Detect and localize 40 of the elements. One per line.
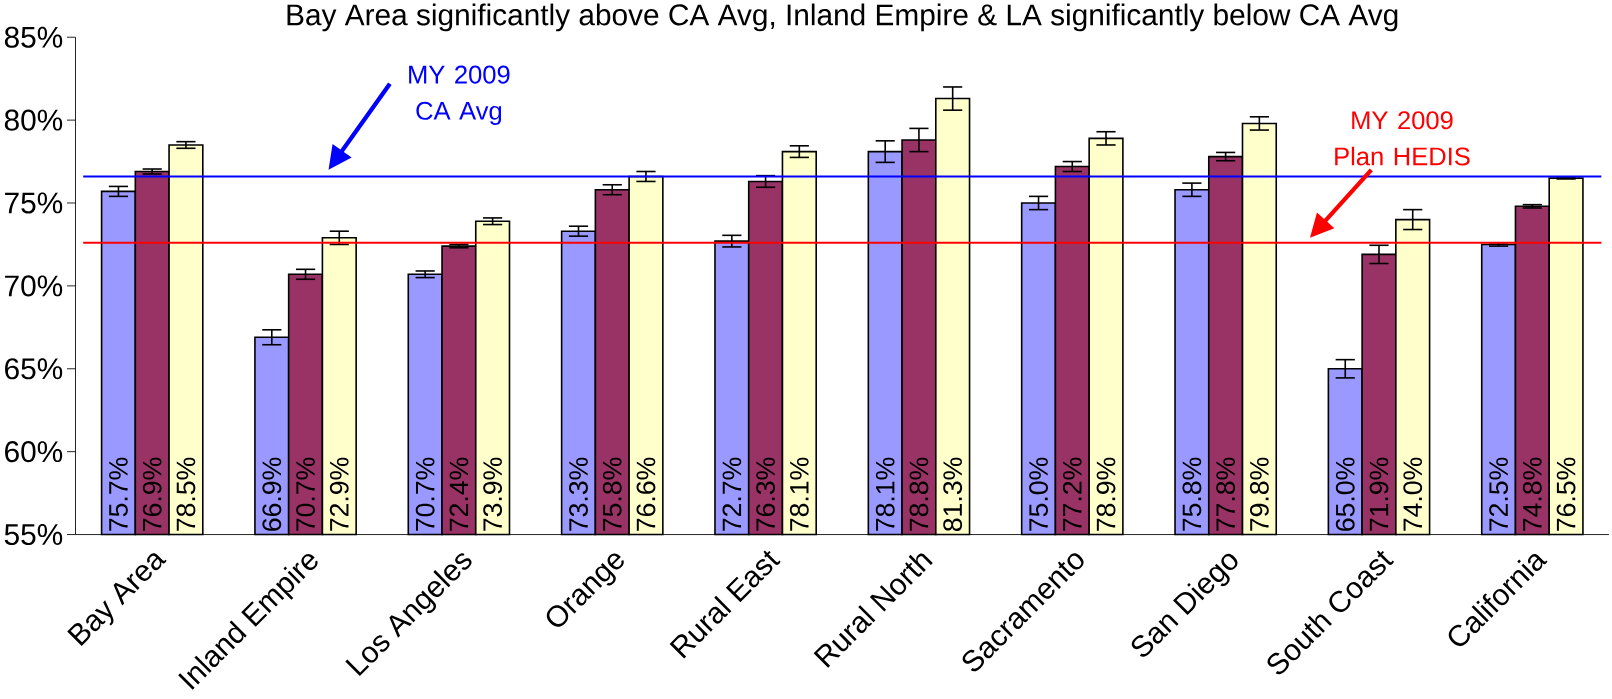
data-label: 73.3% [569, 457, 588, 531]
data-label: 75.7% [109, 457, 128, 531]
y-tick-label: 80% [4, 109, 63, 131]
data-label: 76.6% [636, 457, 656, 531]
data-label: 78.8% [909, 457, 929, 531]
y-tick-label: 60% [5, 441, 63, 463]
data-label: 79.8% [1249, 457, 1269, 531]
data-label: 66.9% [262, 457, 282, 531]
data-label: 65.0% [1335, 457, 1355, 531]
data-label: 76.9% [142, 457, 162, 531]
data-label: 78.5% [176, 457, 196, 531]
data-label: 74.0% [1403, 457, 1423, 531]
ref-line-label: MY 2009 CA Avg [409, 65, 510, 125]
data-label: 70.7% [415, 457, 435, 531]
data-label: 75.8% [1182, 457, 1202, 531]
data-label: 74.8% [1522, 457, 1542, 531]
ref-line-label: MY 2009 Plan HEDIS [1335, 111, 1470, 166]
data-label: 78.1% [875, 457, 895, 531]
data-label: 75.8% [602, 457, 622, 531]
data-label: 77.2% [1062, 457, 1082, 531]
y-tick-label: 65% [5, 358, 63, 380]
data-label: 72.5% [1489, 457, 1509, 531]
chart-title: Bay Area significantly above CA Avg, Inland Empire & LA significantly below CA Avg [287, 3, 1398, 32]
data-label: 72.4% [449, 457, 469, 531]
data-label: 73.9% [483, 457, 503, 531]
data-label: 72.7% [722, 457, 742, 531]
y-tick-label: 75% [5, 192, 63, 214]
data-label: 71.9% [1369, 457, 1389, 531]
data-label: 77.8% [1216, 457, 1236, 531]
data-label: 76.3% [756, 457, 776, 531]
data-label: 72.9% [329, 457, 349, 531]
y-tick-label: 70% [5, 275, 63, 297]
data-label: 70.7% [296, 457, 315, 531]
data-label: 78.1% [789, 457, 809, 531]
data-label: 76.5% [1556, 457, 1576, 531]
y-tick-label: 85% [4, 26, 63, 48]
data-label: 81.3% [943, 457, 963, 531]
data-label: 75.0% [1029, 457, 1048, 531]
data-label: 78.9% [1096, 457, 1116, 531]
y-tick-label: 55% [4, 523, 63, 545]
